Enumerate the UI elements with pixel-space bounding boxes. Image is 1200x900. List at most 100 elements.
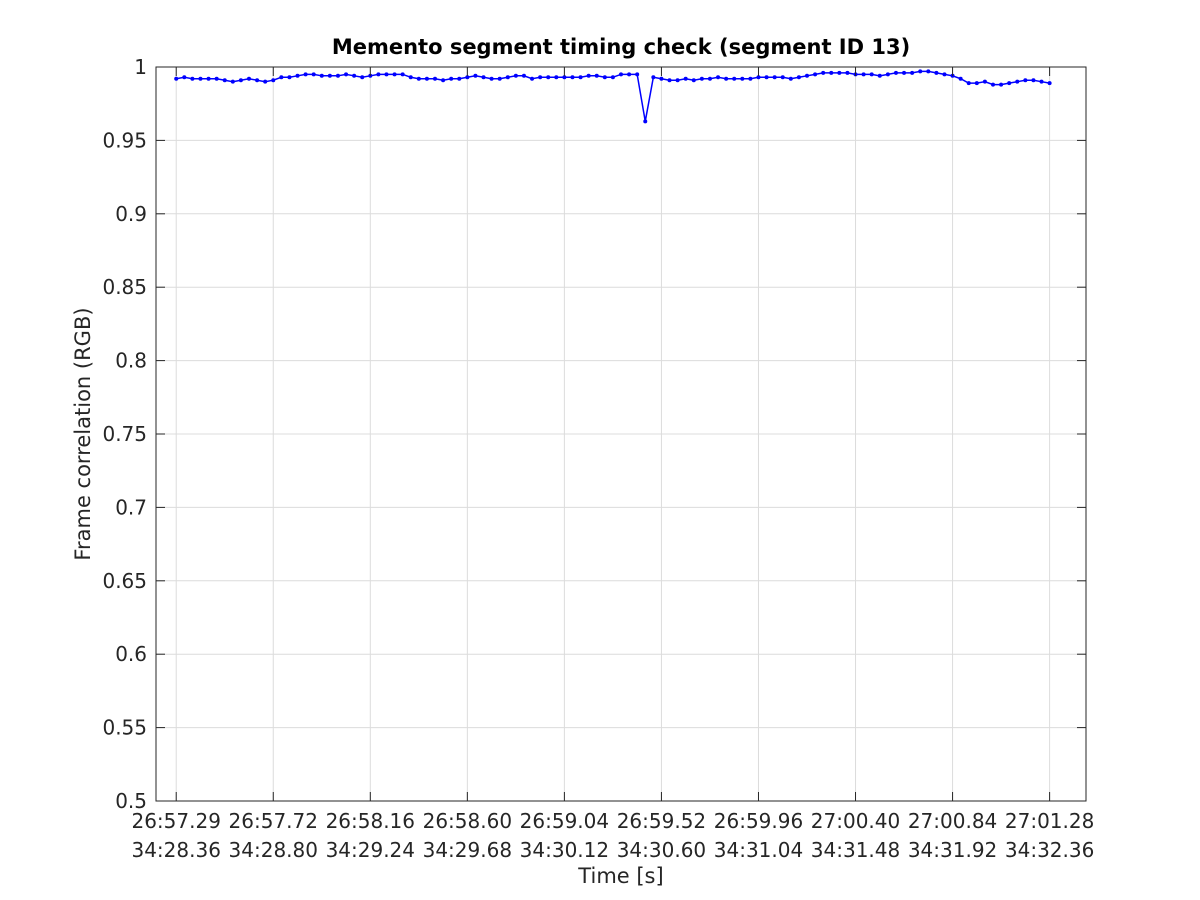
data-point	[699, 76, 704, 81]
x-tick-label-bottom: 34:29.24	[326, 838, 415, 862]
data-point	[586, 73, 591, 78]
x-tick-label-bottom: 34:30.60	[617, 838, 706, 862]
data-point	[619, 72, 623, 77]
data-point	[546, 75, 551, 80]
data-point	[602, 75, 607, 80]
x-tick-label-bottom: 34:29.68	[423, 838, 512, 862]
data-point	[473, 73, 478, 78]
data-point	[376, 72, 381, 77]
data-point	[182, 75, 187, 80]
data-point	[748, 76, 753, 81]
data-point	[360, 75, 365, 80]
data-point	[416, 76, 421, 81]
data-point	[578, 75, 583, 80]
axis-ticks	[156, 66, 1086, 802]
data-point	[966, 81, 971, 86]
data-point	[1047, 81, 1052, 86]
y-tick-label: 0.6	[115, 642, 147, 666]
x-tick-label-top: 26:59.04	[520, 809, 609, 833]
data-point	[934, 70, 939, 75]
data-point	[247, 76, 251, 81]
data-point	[408, 75, 413, 80]
data-point	[885, 72, 890, 77]
tick-labels: 0.5 0.55 0.6 0.65 0.7 0.75 0.8 0.85 0.9 0.95 1 26:5…	[102, 55, 1094, 862]
data-point	[861, 72, 866, 77]
data-point	[206, 76, 211, 81]
data-point	[441, 78, 446, 83]
data-point	[724, 76, 729, 81]
data-point	[214, 76, 219, 81]
data-point	[481, 75, 486, 80]
x-tick-label-top: 26:57.29	[131, 809, 220, 833]
data-point	[513, 73, 518, 78]
y-tick-label: 0.7	[115, 495, 147, 519]
data-point	[651, 75, 656, 80]
data-point	[659, 76, 664, 81]
data-point	[562, 75, 567, 80]
data-point	[497, 76, 502, 81]
data-point	[821, 70, 826, 75]
y-axis-label: Frame correlation (RGB)	[71, 307, 95, 560]
x-tick-label-top: 26:58.16	[326, 809, 415, 833]
data-point	[667, 78, 672, 83]
data-point	[311, 72, 316, 77]
data-point	[352, 73, 357, 78]
data-point	[764, 75, 769, 80]
data-point	[554, 75, 559, 80]
y-tick-label: 1	[134, 55, 147, 79]
x-tick-label-bottom: 34:28.36	[131, 838, 220, 862]
data-point	[691, 78, 696, 83]
x-tick-label-top: 26:59.52	[617, 809, 706, 833]
data-point	[521, 73, 526, 78]
x-axis-label: Time [s]	[577, 864, 663, 888]
data-point	[675, 78, 680, 83]
y-tick-label: 0.65	[102, 569, 147, 593]
data-point	[1015, 79, 1020, 84]
data-point	[869, 72, 874, 77]
data-point	[635, 72, 640, 77]
data-point	[829, 70, 834, 75]
data-point	[263, 79, 268, 84]
data-point	[837, 70, 842, 75]
data-point	[319, 73, 324, 78]
data-point	[594, 73, 599, 78]
x-tick-label-bottom: 34:32.36	[1005, 838, 1094, 862]
x-tick-label-bottom: 34:28.80	[229, 838, 318, 862]
data-point	[982, 79, 987, 84]
data-point	[1023, 78, 1028, 83]
data-point	[788, 76, 793, 81]
data-point	[999, 82, 1004, 87]
data-point	[489, 76, 494, 81]
data-point	[457, 76, 462, 81]
data-point	[780, 75, 785, 80]
data-point	[974, 81, 979, 86]
x-tick-label-bottom: 34:31.04	[714, 838, 803, 862]
data-point	[796, 75, 801, 80]
data-point	[505, 75, 510, 80]
data-point	[732, 76, 737, 81]
data-point	[1007, 81, 1012, 86]
data-point	[198, 76, 203, 81]
x-tick-label-bottom: 34:31.48	[811, 838, 900, 862]
data-point	[344, 72, 349, 77]
data-point	[716, 75, 721, 80]
x-tick-label-top: 26:59.96	[714, 809, 803, 833]
data-point	[295, 73, 300, 78]
data-point	[926, 69, 931, 74]
data-point	[610, 75, 615, 80]
data-point	[424, 76, 429, 81]
y-tick-label: 0.75	[102, 422, 147, 446]
data-point	[303, 72, 308, 77]
data-point	[279, 75, 284, 80]
series-layer	[174, 69, 1052, 124]
data-point	[740, 76, 745, 81]
data-point	[756, 75, 761, 80]
data-point	[942, 72, 947, 77]
data-point	[400, 72, 405, 77]
data-point	[683, 76, 688, 81]
data-point	[238, 78, 243, 83]
data-point	[877, 73, 882, 78]
data-point	[174, 76, 179, 81]
data-point	[530, 76, 535, 81]
